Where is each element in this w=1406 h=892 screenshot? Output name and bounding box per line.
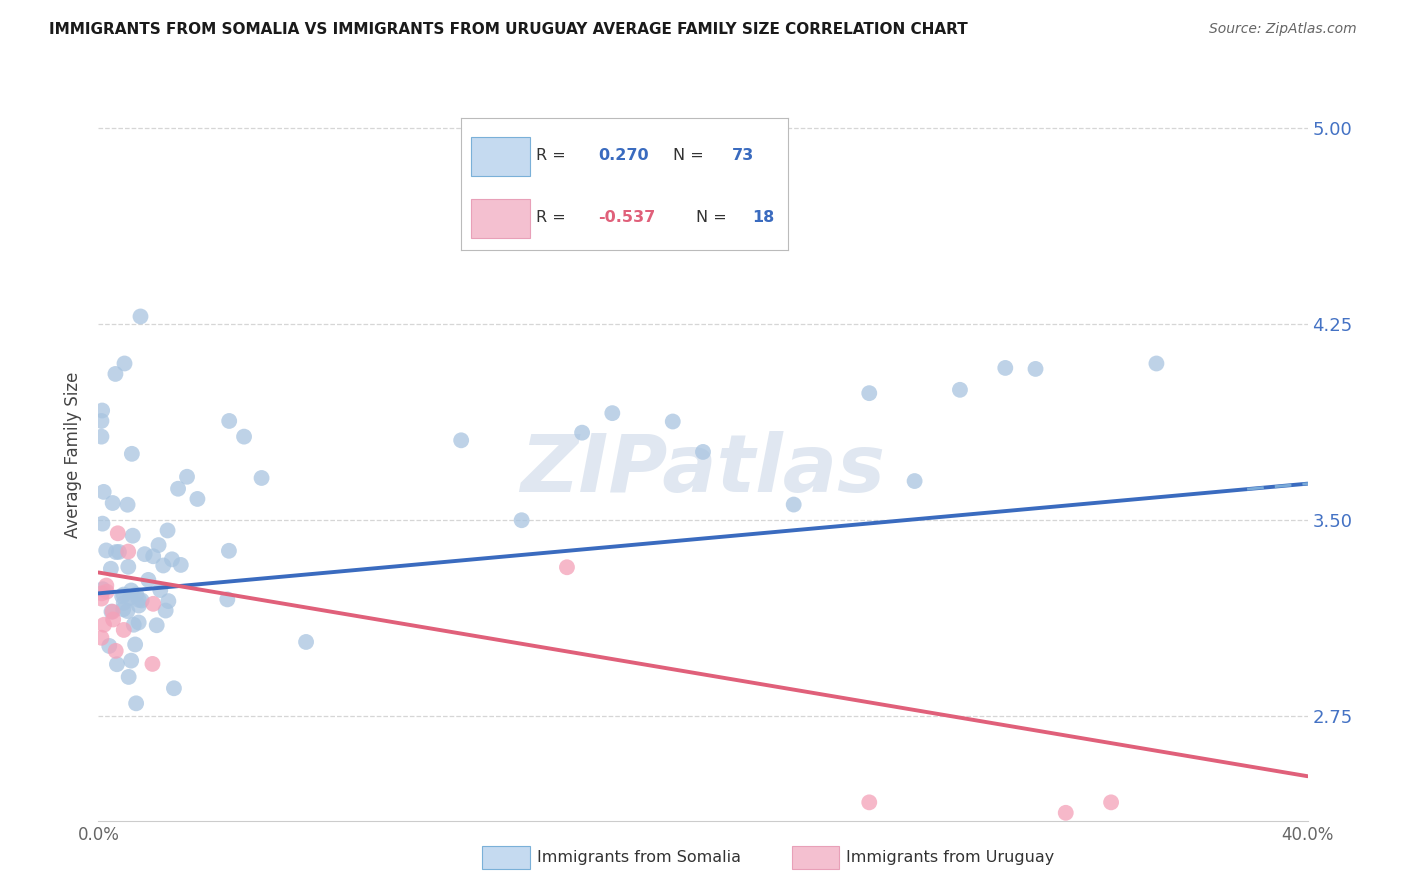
- Text: Source: ZipAtlas.com: Source: ZipAtlas.com: [1209, 22, 1357, 37]
- Point: [93, 484, 115, 499]
- Point: [142, 549, 165, 564]
- Point: [117, 498, 139, 512]
- Point: [112, 623, 135, 637]
- Point: [904, 474, 927, 488]
- Point: [994, 360, 1017, 375]
- Point: [105, 545, 128, 559]
- Point: [129, 310, 152, 324]
- Y-axis label: Average Family Size: Average Family Size: [65, 372, 83, 538]
- Point: [233, 430, 256, 444]
- Point: [152, 558, 174, 573]
- Point: [160, 552, 183, 566]
- Point: [107, 526, 129, 541]
- Point: [1099, 796, 1122, 810]
- Point: [858, 386, 880, 401]
- Point: [90, 430, 112, 444]
- Point: [100, 605, 122, 619]
- Point: [131, 593, 153, 607]
- Point: [155, 603, 177, 617]
- Point: [450, 434, 472, 448]
- Point: [114, 357, 136, 371]
- Text: Immigrants from Somalia: Immigrants from Somalia: [537, 850, 741, 864]
- Point: [163, 681, 186, 696]
- Point: [96, 578, 118, 592]
- Point: [1144, 357, 1167, 371]
- Point: [100, 562, 122, 576]
- Point: [112, 596, 135, 610]
- Point: [121, 529, 143, 543]
- Text: Immigrants from Uruguay: Immigrants from Uruguay: [846, 850, 1054, 864]
- Point: [128, 599, 150, 613]
- Point: [101, 613, 124, 627]
- Point: [148, 538, 170, 552]
- Point: [1054, 805, 1077, 820]
- Point: [692, 445, 714, 459]
- Point: [186, 491, 208, 506]
- Point: [1024, 362, 1046, 376]
- Point: [170, 558, 193, 572]
- Point: [101, 496, 124, 510]
- Point: [104, 367, 127, 381]
- Point: [217, 592, 239, 607]
- Point: [142, 597, 165, 611]
- Point: [295, 635, 318, 649]
- Point: [105, 657, 128, 672]
- Point: [120, 583, 142, 598]
- Point: [117, 604, 139, 618]
- Point: [98, 639, 121, 653]
- Point: [118, 670, 141, 684]
- Point: [571, 425, 593, 440]
- Point: [602, 406, 624, 420]
- Point: [90, 631, 112, 645]
- Point: [125, 696, 148, 710]
- Point: [91, 516, 114, 531]
- Point: [91, 582, 114, 597]
- Point: [121, 447, 143, 461]
- Text: IMMIGRANTS FROM SOMALIA VS IMMIGRANTS FROM URUGUAY AVERAGE FAMILY SIZE CORRELATI: IMMIGRANTS FROM SOMALIA VS IMMIGRANTS FR…: [49, 22, 967, 37]
- Point: [96, 584, 118, 599]
- Point: [104, 644, 127, 658]
- Point: [858, 796, 880, 810]
- Point: [90, 586, 112, 600]
- Point: [125, 587, 148, 601]
- Point: [555, 560, 578, 574]
- Point: [128, 615, 150, 630]
- Point: [120, 654, 142, 668]
- Point: [510, 513, 533, 527]
- Point: [117, 559, 139, 574]
- Point: [90, 414, 112, 428]
- Text: ZIPatlas: ZIPatlas: [520, 431, 886, 508]
- Point: [156, 524, 179, 538]
- Point: [90, 591, 112, 606]
- Point: [112, 588, 135, 602]
- Point: [157, 594, 180, 608]
- Point: [93, 617, 115, 632]
- Point: [128, 592, 150, 607]
- Point: [134, 547, 156, 561]
- Point: [661, 415, 683, 429]
- Point: [176, 470, 198, 484]
- Point: [218, 543, 240, 558]
- Point: [112, 602, 135, 616]
- Point: [91, 403, 114, 417]
- Point: [141, 657, 163, 671]
- Point: [122, 617, 145, 632]
- Point: [108, 545, 131, 559]
- Point: [949, 383, 972, 397]
- Point: [783, 498, 806, 512]
- Point: [145, 618, 167, 632]
- Point: [111, 589, 134, 603]
- Point: [96, 543, 118, 558]
- Point: [138, 573, 160, 587]
- Point: [117, 544, 139, 558]
- Point: [167, 482, 190, 496]
- Point: [149, 583, 172, 598]
- Point: [250, 471, 273, 485]
- Point: [101, 605, 124, 619]
- Point: [118, 591, 141, 605]
- Point: [218, 414, 240, 428]
- Point: [124, 637, 146, 651]
